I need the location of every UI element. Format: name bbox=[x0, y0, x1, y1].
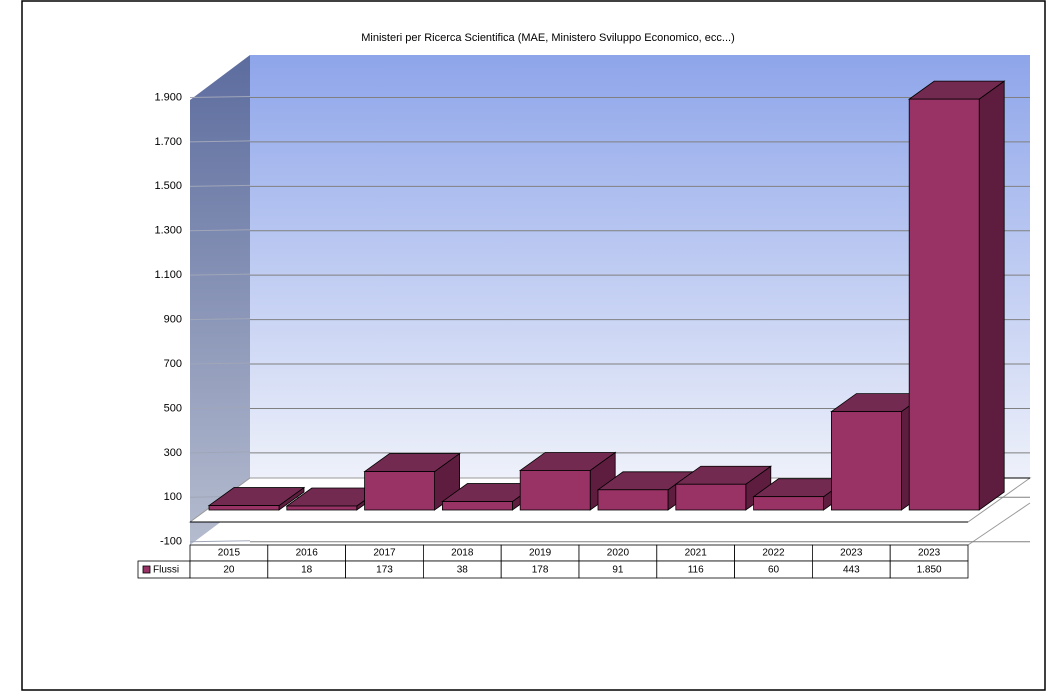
grid-line-side bbox=[189, 140, 251, 143]
x-tick-label: 2022 bbox=[762, 548, 785, 559]
y-tick-label: 1.100 bbox=[154, 269, 182, 281]
legend-swatch bbox=[142, 565, 151, 574]
bar bbox=[364, 471, 436, 511]
x-tick-label: 2017 bbox=[373, 548, 396, 559]
y-tick-label: 500 bbox=[164, 402, 182, 414]
y-tick-label: -100 bbox=[160, 536, 182, 548]
grid-line-side bbox=[189, 540, 251, 543]
floor-edge bbox=[967, 502, 1031, 546]
value-label: 116 bbox=[688, 565, 704, 576]
value-label: 91 bbox=[612, 565, 624, 576]
y-tick-label: 1.700 bbox=[154, 136, 182, 148]
value-label: 1.850 bbox=[917, 565, 942, 576]
value-label: 38 bbox=[457, 565, 469, 576]
x-tick-label: 2023 bbox=[918, 548, 941, 559]
value-label: 178 bbox=[532, 565, 549, 576]
grid-line-side bbox=[189, 184, 251, 187]
grid-line-side bbox=[189, 318, 251, 321]
value-label: 443 bbox=[843, 565, 860, 576]
value-label: 18 bbox=[301, 565, 313, 576]
y-tick-label: 100 bbox=[164, 491, 182, 503]
bar bbox=[286, 505, 358, 511]
y-tick-label: 1.500 bbox=[154, 180, 182, 192]
x-tick-label: 2021 bbox=[685, 548, 708, 559]
side-wall bbox=[190, 55, 250, 545]
value-label: 173 bbox=[376, 565, 393, 576]
grid-line-side bbox=[189, 229, 251, 232]
grid-line-side bbox=[189, 406, 251, 409]
y-tick-label: 900 bbox=[164, 314, 182, 326]
chart-title: Ministeri per Ricerca Scientifica (MAE, … bbox=[361, 32, 735, 44]
value-label: 60 bbox=[768, 565, 780, 576]
y-tick-label: 300 bbox=[164, 447, 182, 459]
legend-label: Flussi bbox=[153, 565, 179, 576]
bar bbox=[908, 98, 980, 511]
x-tick-label: 2015 bbox=[218, 548, 241, 559]
x-tick-label: 2023 bbox=[840, 548, 863, 559]
bar bbox=[753, 496, 824, 511]
bar-side bbox=[978, 80, 1005, 511]
y-tick-label: 1.900 bbox=[154, 91, 182, 103]
y-tick-label: 1.300 bbox=[154, 225, 182, 237]
bar bbox=[597, 489, 669, 511]
y-tick-label: 700 bbox=[164, 358, 182, 370]
grid-line-side bbox=[189, 273, 251, 276]
x-tick-label: 2019 bbox=[529, 548, 552, 559]
table-cell bbox=[889, 560, 969, 579]
value-label: 20 bbox=[223, 565, 235, 576]
back-wall bbox=[250, 55, 1030, 478]
x-tick-label: 2020 bbox=[607, 548, 630, 559]
grid-line-side bbox=[189, 96, 251, 98]
grid-line-side bbox=[189, 362, 251, 365]
bar bbox=[831, 411, 902, 511]
grid-line-side bbox=[189, 451, 251, 454]
bar bbox=[441, 501, 513, 511]
x-tick-label: 2018 bbox=[451, 548, 474, 559]
bar bbox=[208, 505, 280, 511]
bar bbox=[675, 483, 747, 511]
bar bbox=[519, 470, 591, 511]
x-tick-label: 2016 bbox=[296, 548, 319, 559]
